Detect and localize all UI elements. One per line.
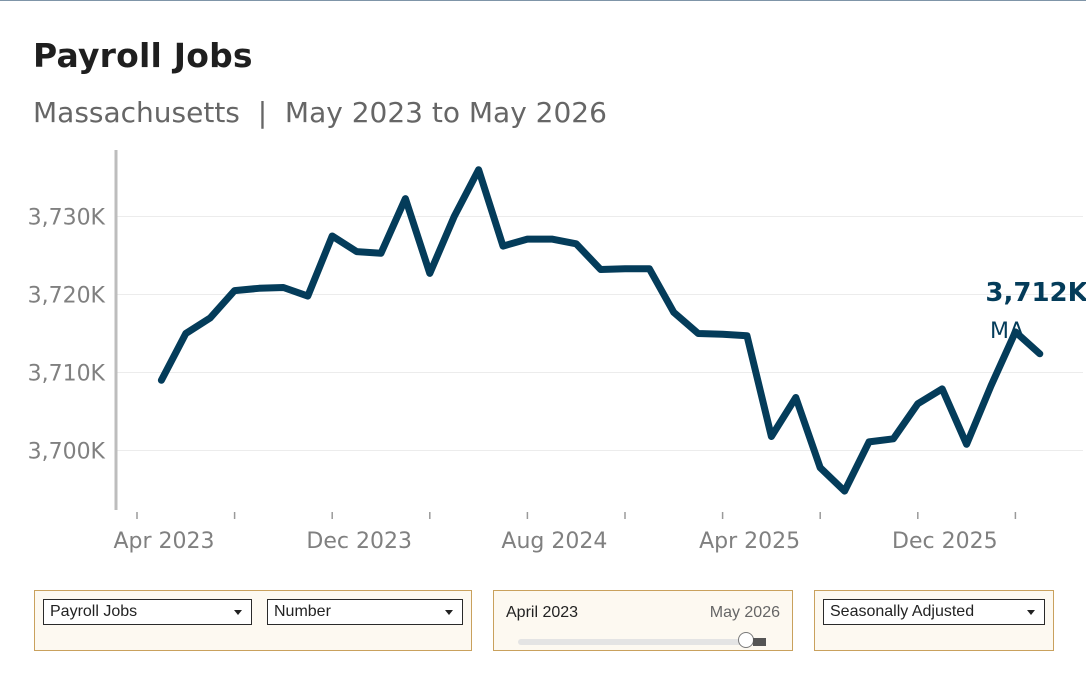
adjustment-select[interactable]: Seasonally Adjusted [823, 599, 1045, 625]
y-tick-label: 3,730K [28, 206, 106, 231]
date-range-slider-end-handle[interactable] [753, 638, 766, 646]
adjustment-select-value: Seasonally Adjusted [830, 603, 975, 620]
x-tick-label: Apr 2023 [113, 529, 214, 554]
measure-select[interactable]: Payroll Jobs [43, 599, 252, 625]
date-range-slider-track[interactable] [518, 639, 762, 645]
chevron-down-icon [234, 610, 242, 615]
axes [114, 150, 1017, 519]
date-range-control: April 2023 May 2026 [493, 590, 793, 651]
type-select[interactable]: Number [267, 599, 463, 625]
y-tick-label: 3,710K [28, 362, 106, 387]
end-value-label: 3,712K [985, 278, 1086, 308]
end-series-label: MA [990, 319, 1024, 344]
type-select-value: Number [274, 603, 331, 620]
adjustment-controls: Seasonally Adjusted [814, 590, 1054, 651]
gridlines [116, 216, 1083, 451]
y-tick-label: 3,720K [28, 284, 106, 309]
top-rule [0, 0, 1086, 1]
series-line-ma [157, 166, 1044, 495]
page-subtitle: Massachusetts | May 2023 to May 2026 [33, 96, 607, 129]
range-end-label: May 2026 [709, 604, 780, 621]
x-tick-label: Dec 2023 [306, 529, 412, 554]
measure-select-value: Payroll Jobs [50, 603, 138, 620]
x-tick-label: Apr 2025 [699, 529, 800, 554]
x-tick-label: Dec 2025 [892, 529, 998, 554]
measure-controls: Payroll Jobs Number [34, 590, 472, 651]
y-tick-label: 3,700K [28, 440, 106, 465]
series-layer [157, 166, 1044, 495]
chevron-down-icon [1027, 610, 1035, 615]
page-title: Payroll Jobs [33, 36, 253, 75]
range-start-label: April 2023 [506, 604, 579, 621]
line-chart: 3,700K 3,710K 3,720K 3,730K Apr 2023 Dec 2023… [28, 150, 1086, 555]
x-tick-label: Aug 2024 [501, 529, 607, 554]
date-range-slider-handle[interactable] [738, 632, 754, 648]
labels: 3,700K 3,710K 3,720K 3,730K Apr 2023 Dec 2023… [28, 206, 1086, 555]
chevron-down-icon [445, 610, 453, 615]
